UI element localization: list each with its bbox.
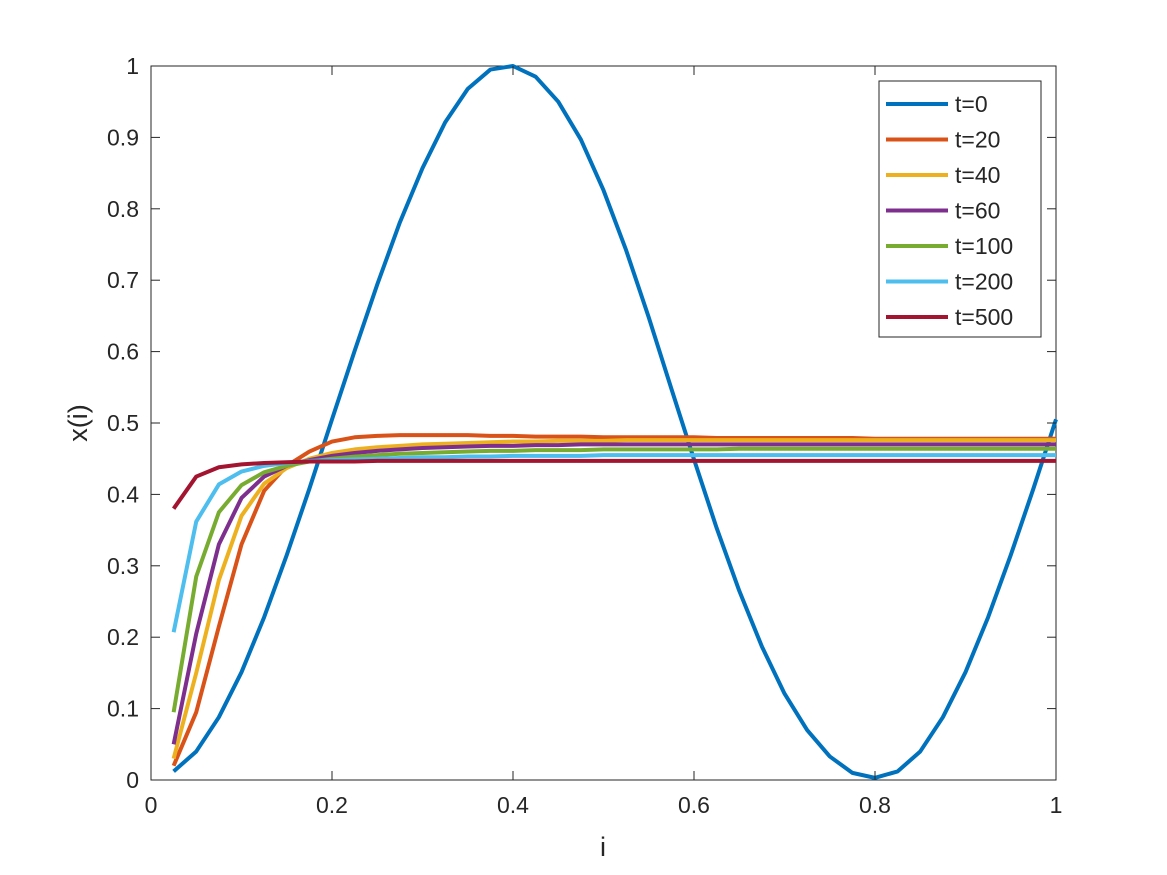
tick-layer: 0 0.2 0.4 0.6 0.8 1 0 0.1 0.2 0.3 0.4 0.5 0.6 0.7 0.8 0…	[107, 53, 1062, 818]
x-tick-label: 0	[145, 792, 158, 818]
x-tick-label: 0.6	[678, 792, 710, 818]
x-tick-label: 0.2	[316, 792, 348, 818]
y-tick-label: 0.3	[107, 553, 139, 579]
x-tick-label: 1	[1050, 792, 1063, 818]
legend-label-1: t=20	[955, 127, 1000, 153]
y-tick-label: 0.5	[107, 410, 139, 436]
x-axis-label: i	[600, 832, 606, 862]
legend-label-6: t=500	[955, 304, 1013, 330]
y-tick-label: 0.4	[107, 481, 139, 507]
x-tick-label: 0.4	[497, 792, 529, 818]
y-tick-label: 0.2	[107, 624, 139, 650]
legend-label-2: t=40	[955, 162, 1000, 188]
x-tick-label: 0.8	[859, 792, 891, 818]
y-tick-label: 0.1	[107, 696, 139, 722]
series-line-6	[171, 458, 1056, 510]
y-tick-label: 0.8	[107, 196, 139, 222]
y-tick-label: 0	[126, 767, 139, 793]
y-tick-label: 0.7	[107, 267, 139, 293]
y-tick-label: 0.9	[107, 124, 139, 150]
legend-label-5: t=200	[955, 269, 1013, 295]
legend-label-3: t=60	[955, 198, 1000, 224]
series-line-2	[171, 438, 1056, 760]
y-tick-label: 0.6	[107, 339, 139, 365]
legend: t=0 t=20 t=40 t=60 t=100 t=200 t=500	[878, 80, 1042, 338]
legend-label-4: t=100	[955, 233, 1013, 259]
series-line-3	[171, 442, 1056, 745]
series-layer	[171, 64, 1058, 780]
y-axis-label: x(i)	[63, 404, 93, 441]
legend-label-0: t=0	[955, 91, 988, 117]
y-tick-label: 1	[126, 53, 139, 79]
